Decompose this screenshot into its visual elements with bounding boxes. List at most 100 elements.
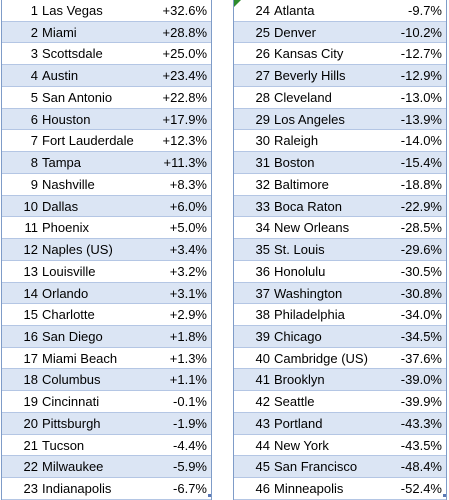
city-cell[interactable]: Miami	[42, 24, 77, 40]
rank-cell[interactable]: 36	[255, 263, 270, 279]
change-cell[interactable]: -28.5%	[400, 220, 442, 236]
table-row[interactable]: 16 San Diego +1.8%	[2, 326, 211, 348]
change-cell[interactable]: -1.9%	[173, 415, 207, 431]
city-cell[interactable]: Columbus	[42, 372, 101, 388]
city-cell[interactable]: Boca Raton	[274, 198, 342, 214]
city-cell[interactable]: Tucson	[42, 437, 85, 453]
change-cell[interactable]: +8.3%	[169, 176, 207, 192]
table-row[interactable]: 4 Austin +23.4%	[2, 65, 211, 87]
city-cell[interactable]: Indianapolis	[42, 481, 112, 497]
change-cell[interactable]: -15.4%	[400, 155, 442, 171]
city-cell[interactable]: Fort Lauderdale	[42, 133, 134, 149]
city-cell[interactable]: Cincinnati	[42, 394, 100, 410]
city-cell[interactable]: Boston	[274, 155, 315, 171]
change-cell[interactable]: -39.9%	[400, 394, 442, 410]
change-cell[interactable]: -18.8%	[400, 176, 442, 192]
rank-cell[interactable]: 20	[23, 415, 38, 431]
rank-cell[interactable]: 38	[255, 307, 270, 323]
rank-cell[interactable]: 22	[23, 459, 38, 475]
change-cell[interactable]: -22.9%	[400, 198, 442, 214]
rank-cell[interactable]: 34	[255, 220, 270, 236]
table-row[interactable]: 40 Cambridge (US) -37.6%	[234, 348, 446, 370]
rank-cell[interactable]: 40	[255, 350, 270, 366]
rank-cell[interactable]: 10	[23, 198, 38, 214]
table-row[interactable]: 20 Pittsburgh -1.9%	[2, 412, 211, 435]
rank-cell[interactable]: 23	[23, 481, 38, 497]
change-cell[interactable]: -29.6%	[400, 242, 442, 258]
rank-cell[interactable]: 24	[255, 3, 270, 18]
change-cell[interactable]: +3.1%	[169, 285, 207, 301]
rank-cell[interactable]: 19	[23, 394, 38, 410]
city-cell[interactable]: Philadelphia	[274, 307, 345, 323]
rank-cell[interactable]: 25	[255, 24, 270, 40]
table-row[interactable]: 21 Tucson -4.4%	[2, 435, 211, 457]
rank-cell[interactable]: 27	[255, 68, 270, 84]
city-cell[interactable]: Cleveland	[274, 89, 332, 105]
rank-cell[interactable]: 42	[255, 394, 270, 410]
rank-cell[interactable]: 16	[23, 329, 38, 345]
rank-cell[interactable]: 41	[255, 372, 270, 388]
city-cell[interactable]: New York	[274, 437, 329, 453]
table-row[interactable]: 34 New Orleans -28.5%	[234, 217, 446, 240]
table-row[interactable]: 37 Washington -30.8%	[234, 282, 446, 305]
city-cell[interactable]: St. Louis	[274, 242, 325, 258]
city-cell[interactable]: Miami Beach	[42, 350, 118, 366]
rank-cell[interactable]: 46	[255, 481, 270, 497]
table-row[interactable]: 15 Charlotte +2.9%	[2, 304, 211, 327]
table-row[interactable]: 24 Atlanta -9.7%	[234, 0, 446, 22]
rank-cell[interactable]: 44	[255, 437, 270, 453]
rank-cell[interactable]: 13	[23, 263, 38, 279]
change-cell[interactable]: -43.3%	[400, 415, 442, 431]
table-row[interactable]: 11 Phoenix +5.0%	[2, 217, 211, 240]
table-row[interactable]: 42 Seattle -39.9%	[234, 391, 446, 413]
change-cell[interactable]: -30.8%	[400, 285, 442, 301]
table-row[interactable]: 41 Brooklyn -39.0%	[234, 369, 446, 392]
city-cell[interactable]: Nashville	[42, 176, 95, 192]
rank-cell[interactable]: 4	[30, 68, 38, 84]
city-cell[interactable]: Portland	[274, 415, 323, 431]
change-cell[interactable]: +28.8%	[162, 24, 207, 40]
city-cell[interactable]: New Orleans	[274, 220, 350, 236]
change-cell[interactable]: -34.0%	[400, 307, 442, 323]
change-cell[interactable]: +3.4%	[169, 242, 207, 258]
rank-cell[interactable]: 43	[255, 415, 270, 431]
change-cell[interactable]: +11.3%	[163, 155, 208, 171]
table-row[interactable]: 8 Tampa +11.3%	[2, 152, 211, 174]
city-cell[interactable]: Honolulu	[274, 263, 326, 279]
city-cell[interactable]: Austin	[42, 68, 79, 84]
change-cell[interactable]: -48.4%	[400, 459, 442, 475]
city-cell[interactable]: Atlanta	[274, 3, 315, 18]
change-cell[interactable]: +25.0%	[162, 46, 207, 62]
table-row[interactable]: 44 New York -43.5%	[234, 435, 446, 457]
rank-cell[interactable]: 8	[30, 155, 38, 171]
rank-cell[interactable]: 39	[255, 329, 270, 345]
rank-cell[interactable]: 2	[30, 24, 38, 40]
change-cell[interactable]: -30.5%	[400, 263, 442, 279]
table-row[interactable]: 2 Miami +28.8%	[2, 21, 211, 44]
change-cell[interactable]: -43.5%	[400, 437, 442, 453]
change-cell[interactable]: -39.0%	[400, 372, 442, 388]
rank-cell[interactable]: 45	[255, 459, 270, 475]
rank-cell[interactable]: 7	[30, 133, 38, 149]
city-cell[interactable]: Seattle	[274, 394, 315, 410]
table-row[interactable]: 38 Philadelphia -34.0%	[234, 304, 446, 327]
rank-cell[interactable]: 1	[30, 3, 38, 18]
city-cell[interactable]: Minneapolis	[274, 481, 344, 497]
change-cell[interactable]: +1.8%	[169, 329, 207, 345]
table-row[interactable]: 12 Naples (US) +3.4%	[2, 239, 211, 261]
change-cell[interactable]: -12.7%	[400, 46, 442, 62]
city-cell[interactable]: Scottsdale	[42, 46, 103, 62]
change-cell[interactable]: -13.0%	[400, 89, 442, 105]
city-cell[interactable]: Dallas	[42, 198, 79, 214]
table-row[interactable]: 28 Cleveland -13.0%	[234, 87, 446, 109]
city-cell[interactable]: Kansas City	[274, 46, 344, 62]
city-cell[interactable]: Brooklyn	[274, 372, 325, 388]
city-cell[interactable]: Las Vegas	[42, 3, 103, 18]
city-cell[interactable]: Raleigh	[274, 133, 319, 149]
rank-cell[interactable]: 14	[23, 285, 38, 301]
rank-cell[interactable]: 18	[23, 372, 38, 388]
rank-cell[interactable]: 30	[255, 133, 270, 149]
table-row[interactable]: 43 Portland -43.3%	[234, 412, 446, 435]
table-row[interactable]: 13 Louisville +3.2%	[2, 261, 211, 283]
city-cell[interactable]: Baltimore	[274, 176, 329, 192]
